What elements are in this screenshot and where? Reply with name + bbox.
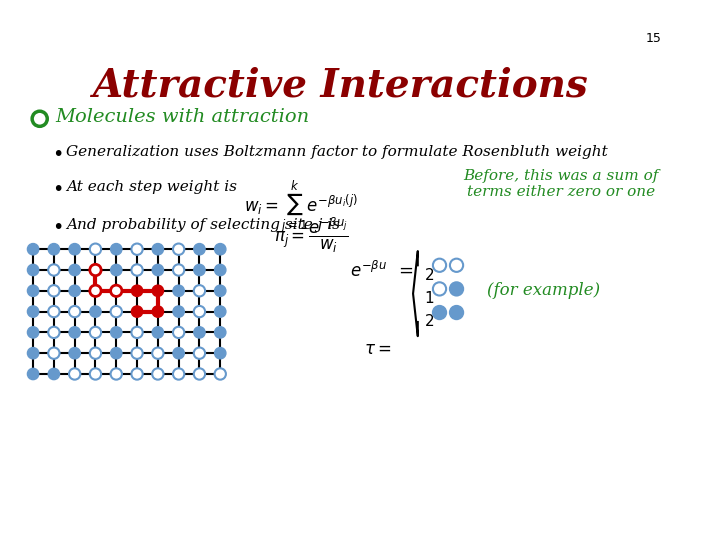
Circle shape xyxy=(433,306,446,319)
Text: At each step weight is: At each step weight is xyxy=(66,180,237,194)
Text: 2: 2 xyxy=(424,314,434,329)
Circle shape xyxy=(194,244,205,255)
Circle shape xyxy=(90,285,101,296)
Text: •: • xyxy=(52,180,63,199)
Circle shape xyxy=(111,244,122,255)
Circle shape xyxy=(215,244,226,255)
Circle shape xyxy=(48,327,60,338)
Text: Molecules with attraction: Molecules with attraction xyxy=(55,108,309,126)
Circle shape xyxy=(152,285,163,296)
Text: $w_i = \sum_{j=1}^{k} e^{-\beta u_i(j)}$: $w_i = \sum_{j=1}^{k} e^{-\beta u_i(j)}$ xyxy=(244,178,358,235)
Circle shape xyxy=(27,306,39,318)
Circle shape xyxy=(27,348,39,359)
Circle shape xyxy=(173,327,184,338)
Circle shape xyxy=(48,285,60,296)
Circle shape xyxy=(152,327,163,338)
Circle shape xyxy=(111,285,122,296)
Circle shape xyxy=(69,327,81,338)
Circle shape xyxy=(27,244,39,255)
Text: $=$: $=$ xyxy=(395,260,414,279)
Circle shape xyxy=(90,348,101,359)
Circle shape xyxy=(152,306,163,318)
Circle shape xyxy=(90,327,101,338)
Circle shape xyxy=(69,285,81,296)
Circle shape xyxy=(111,306,122,318)
Circle shape xyxy=(152,244,163,255)
Circle shape xyxy=(215,285,226,296)
Circle shape xyxy=(69,368,81,380)
Circle shape xyxy=(215,264,226,276)
Circle shape xyxy=(27,285,39,296)
Circle shape xyxy=(215,348,226,359)
Circle shape xyxy=(131,285,143,296)
Text: $\tau =$: $\tau =$ xyxy=(364,341,391,358)
Circle shape xyxy=(48,244,60,255)
Circle shape xyxy=(48,306,60,318)
Circle shape xyxy=(194,306,205,318)
Circle shape xyxy=(111,327,122,338)
Text: 1: 1 xyxy=(424,291,434,306)
Circle shape xyxy=(152,348,163,359)
Circle shape xyxy=(90,244,101,255)
Text: $e^{-\beta u}$: $e^{-\beta u}$ xyxy=(350,260,387,281)
Circle shape xyxy=(131,306,143,318)
Circle shape xyxy=(194,368,205,380)
Text: (for example): (for example) xyxy=(487,282,600,299)
Circle shape xyxy=(69,348,81,359)
Text: And probability of selecting site j is: And probability of selecting site j is xyxy=(66,218,340,232)
Circle shape xyxy=(131,368,143,380)
Circle shape xyxy=(173,244,184,255)
Circle shape xyxy=(173,348,184,359)
Circle shape xyxy=(27,368,39,380)
Circle shape xyxy=(152,368,163,380)
Circle shape xyxy=(27,264,39,276)
Circle shape xyxy=(131,348,143,359)
Circle shape xyxy=(90,306,101,318)
Text: 15: 15 xyxy=(646,32,662,45)
Circle shape xyxy=(152,264,163,276)
Circle shape xyxy=(111,264,122,276)
Circle shape xyxy=(69,264,81,276)
Circle shape xyxy=(194,264,205,276)
Circle shape xyxy=(173,264,184,276)
Text: $\pi_j = \dfrac{e^{-\beta u_j}}{w_i}$: $\pi_j = \dfrac{e^{-\beta u_j}}{w_i}$ xyxy=(274,216,349,255)
Text: 2: 2 xyxy=(424,268,434,283)
Circle shape xyxy=(450,306,463,319)
Text: •: • xyxy=(52,145,63,164)
Circle shape xyxy=(215,327,226,338)
Circle shape xyxy=(215,306,226,318)
Text: Attractive Interactions: Attractive Interactions xyxy=(92,67,588,105)
Circle shape xyxy=(194,348,205,359)
Circle shape xyxy=(27,327,39,338)
Circle shape xyxy=(69,306,81,318)
Circle shape xyxy=(48,368,60,380)
Circle shape xyxy=(131,244,143,255)
Text: Before, this was a sum of
terms either zero or one: Before, this was a sum of terms either z… xyxy=(463,169,659,199)
Circle shape xyxy=(111,368,122,380)
Circle shape xyxy=(111,348,122,359)
Circle shape xyxy=(450,282,463,295)
Circle shape xyxy=(131,327,143,338)
Circle shape xyxy=(215,368,226,380)
Circle shape xyxy=(433,259,446,272)
Text: •: • xyxy=(52,218,63,237)
Circle shape xyxy=(194,285,205,296)
Text: Generalization uses Boltzmann factor to formulate Rosenbluth weight: Generalization uses Boltzmann factor to … xyxy=(66,145,608,159)
Circle shape xyxy=(90,368,101,380)
Circle shape xyxy=(69,244,81,255)
Circle shape xyxy=(173,368,184,380)
Circle shape xyxy=(173,306,184,318)
Circle shape xyxy=(48,348,60,359)
Circle shape xyxy=(90,264,101,276)
Circle shape xyxy=(194,327,205,338)
Circle shape xyxy=(433,282,446,295)
Circle shape xyxy=(450,259,463,272)
Circle shape xyxy=(131,264,143,276)
Circle shape xyxy=(173,285,184,296)
Circle shape xyxy=(48,264,60,276)
